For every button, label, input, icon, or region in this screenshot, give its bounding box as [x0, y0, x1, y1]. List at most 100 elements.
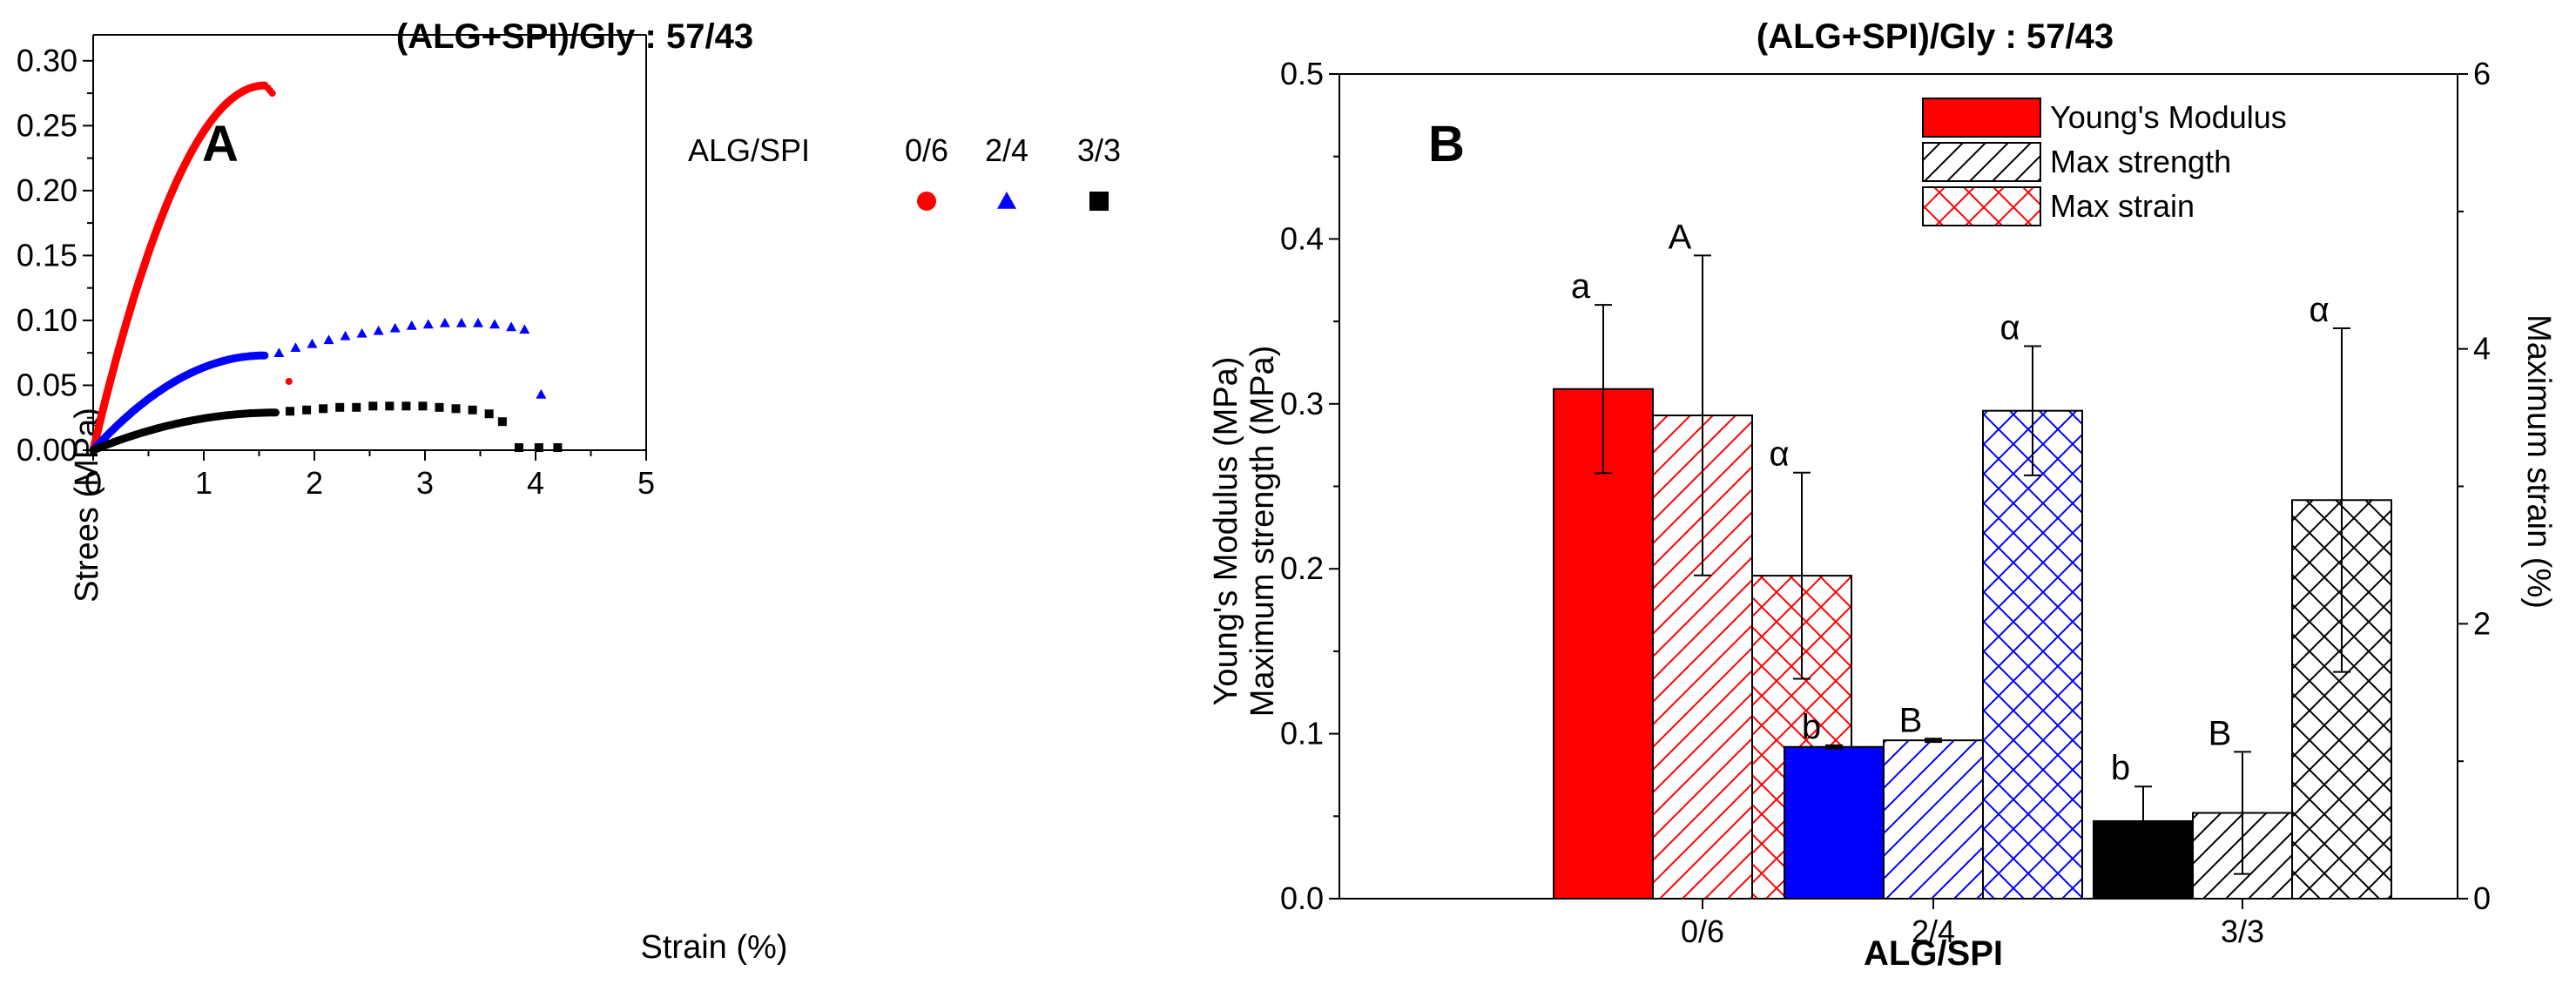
- panel-b-bar-max-strength-2/4: [1883, 739, 1984, 900]
- panel-b-bar-young-s-modulus-2/4: [1784, 745, 1885, 900]
- panel-a-legend-marker-2/4: [997, 192, 1016, 209]
- panel-a-x-axis-label: Strain (%): [641, 929, 788, 966]
- panel-a-data-point: [352, 402, 361, 412]
- panel-a-data-point: [319, 404, 328, 414]
- panel-a-data-point: [472, 317, 483, 327]
- panel-b-right-tick-label: 6: [2473, 56, 2491, 91]
- panel-a-data-point: [506, 321, 517, 332]
- panel-b-significance-letter: b: [1802, 708, 1821, 746]
- panel-a-data-point: [418, 401, 428, 411]
- panel-b-title: (ALG+SPI)/Gly : 57/43: [1757, 17, 2114, 56]
- panel-a-data-point: [489, 319, 501, 329]
- panel-b-chart: (ALG+SPI)/Gly : 57/43 B ALG/SPI Young's …: [1208, 17, 2557, 973]
- panel-a-y-tick-label: 0.25: [17, 107, 78, 143]
- panel-b-significance-letter: α: [2309, 291, 2329, 329]
- panel-a-y-tick-label: 0.30: [17, 43, 78, 78]
- panel-b-legend-swatch-solid: [1922, 98, 2041, 138]
- panel-b-left-tick-label: 0.2: [1280, 550, 1324, 586]
- panel-a-legend-title: ALG/SPI: [688, 132, 810, 168]
- panel-a-x-tick-label: 1: [195, 465, 212, 501]
- panel-b-bar-max-strain-2/4: [1982, 409, 2083, 900]
- panel-b-y-axis-label-modulus: Young's Modulus (MPa): [1208, 357, 1244, 706]
- panel-a-chart: (ALG+SPI)/Gly : 57/43 A ALG/SPI 0/6 2/4 …: [17, 17, 1121, 966]
- panel-a-y-tick-label: 0.00: [17, 432, 78, 468]
- panel-a-y-tick-label: 0.10: [17, 302, 78, 338]
- panel-a-data-point: [455, 317, 467, 327]
- panel-a-y-tick-label: 0.15: [17, 237, 78, 273]
- panel-a-data-point: [519, 324, 530, 334]
- panel-a-x-tick-label: 4: [527, 465, 544, 501]
- panel-b-y-axis-label-strength: Maximum strength (MPa): [1244, 346, 1281, 718]
- panel-a-data-point: [497, 417, 507, 427]
- panel-a-curve-3/3: [89, 408, 280, 455]
- panel-a-x-tick-label: 2: [306, 465, 323, 501]
- panel-a-data-point: [290, 342, 301, 353]
- panel-b-left-tick-label: 0.0: [1280, 880, 1324, 916]
- panel-a-data-point: [451, 404, 461, 414]
- panel-b-legend-swatch-hatch: [1922, 142, 2041, 182]
- panel-a-data-point: [373, 325, 384, 335]
- panel-a-data-point: [514, 443, 523, 453]
- panel-a-x-tick-label: 5: [637, 465, 655, 501]
- panel-a-data-point: [323, 334, 334, 345]
- panel-b-x-tick-label: 3/3: [2221, 913, 2264, 949]
- panel-b-significance-letter: B: [1899, 701, 1923, 739]
- panel-b-legend-label-2: Max strain: [2050, 188, 2195, 224]
- panel-a-data-point: [406, 320, 417, 330]
- panel-a-data-point: [439, 317, 450, 327]
- panel-a-data-point: [385, 401, 394, 411]
- panel-a-data-point: [401, 401, 411, 411]
- panel-a-data-point: [286, 407, 295, 416]
- panel-a-data-point: [340, 330, 351, 340]
- panel-b-left-tick-label: 0.4: [1280, 220, 1324, 256]
- panel-b-legend-swatch-crosshatch: [1922, 186, 2041, 226]
- panel-a-data-point: [422, 319, 434, 329]
- panel-a-title: (ALG+SPI)/Gly : 57/43: [396, 17, 753, 56]
- panel-a-x-tick-label: 0: [84, 465, 102, 501]
- panel-a-data-point: [268, 90, 276, 98]
- panel-a-data-point: [307, 338, 318, 348]
- panel-a-data-point: [285, 377, 293, 385]
- panel-b-legend-label-0: Young's Modulus: [2050, 99, 2287, 135]
- panel-a-legend-label-0: 0/6: [905, 132, 948, 168]
- panel-a-curve-0/6: [89, 81, 269, 455]
- panel-a-data-point: [389, 322, 401, 333]
- panel-b-significance-letter: a: [1571, 267, 1591, 306]
- panel-a-legend-label-1: 2/4: [985, 132, 1028, 168]
- panel-a-data-point: [368, 401, 378, 411]
- panel-a-data-point: [553, 443, 563, 453]
- panel-a-x-tick-label: 3: [416, 465, 434, 501]
- panel-b-right-axis-label: Maximum strain (%): [2520, 314, 2557, 609]
- panel-b-right-tick-label: 0: [2473, 880, 2491, 916]
- panel-a-y-tick-label: 0.05: [17, 367, 78, 402]
- panel-b-x-axis-label: ALG/SPI: [1864, 934, 2003, 973]
- panel-a-legend-marker-0/6: [917, 192, 936, 211]
- panel-b-letter: B: [1428, 116, 1465, 172]
- panel-b-significance-letter: b: [2111, 749, 2130, 787]
- panel-a-legend-label-2: 3/3: [1077, 132, 1121, 168]
- panel-a-legend-marker-3/3: [1089, 192, 1109, 211]
- panel-b-left-tick-label: 0.5: [1280, 56, 1324, 91]
- panel-a-data-point: [484, 409, 494, 419]
- panel-b-left-tick-label: 0.1: [1280, 716, 1324, 751]
- panel-a-curve-2/4: [89, 351, 269, 455]
- panel-a-data-point: [536, 388, 547, 399]
- panel-b-right-tick-label: 4: [2473, 331, 2491, 367]
- panel-b-x-tick-label: 2/4: [1912, 913, 1955, 949]
- panel-a-data-point: [534, 443, 543, 453]
- panel-b-significance-letter: A: [1669, 218, 1692, 256]
- panel-b-significance-letter: α: [1769, 435, 1789, 474]
- panel-a-data-point: [435, 402, 444, 412]
- panel-a-data-point: [356, 327, 368, 338]
- panel-b-significance-letter: B: [2208, 714, 2232, 752]
- panel-a-data-point: [273, 347, 285, 358]
- panel-b-right-tick-label: 2: [2473, 605, 2491, 641]
- panel-a-data-point: [335, 402, 345, 412]
- panel-a-data-point: [302, 405, 312, 414]
- panel-a-data-point: [468, 405, 477, 414]
- panel-b-left-tick-label: 0.3: [1280, 386, 1324, 421]
- panel-b-legend-label-1: Max strength: [2050, 144, 2231, 179]
- panel-b-significance-letter: α: [1999, 309, 2020, 347]
- panel-a-y-tick-label: 0.20: [17, 172, 78, 208]
